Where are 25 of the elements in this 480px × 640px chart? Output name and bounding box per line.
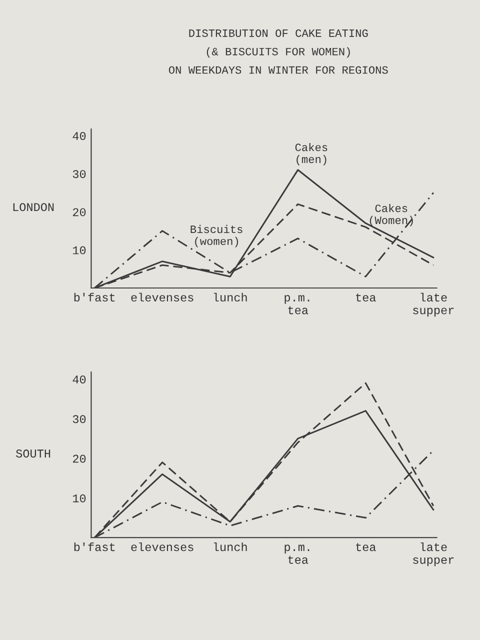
y-tick-label: 40: [72, 132, 86, 140]
chart-title: DISTRIBUTION OF CAKE EATING (& BISCUITS FOR WOMEN) ON WEEKDAYS IN WINTER FOR REGIONS: [168, 29, 388, 74]
x-tick-label: elevenses: [131, 292, 194, 302]
x-tick-label: late supper: [413, 292, 454, 317]
y-tick-label: 30: [72, 170, 86, 178]
y-tick-label: 10: [73, 246, 86, 254]
series-label: Cakes (men): [295, 143, 328, 166]
x-tick-label: p.m. tea: [284, 295, 310, 314]
x-tick-label: tea: [356, 294, 376, 302]
x-tick-label: elevenses: [131, 542, 194, 552]
y-tick-label: 20: [73, 454, 86, 463]
y-tick-label: 30: [72, 415, 86, 424]
x-tick-label: b'fast: [74, 542, 115, 552]
y-axis-title: LONDON: [13, 203, 54, 212]
x-tick-label: tea: [356, 543, 376, 552]
x-tick-label: lunch: [214, 292, 247, 302]
y-axis-title: SOUTH: [16, 450, 50, 458]
y-tick-label: 20: [73, 208, 86, 216]
x-tick-label: lunch: [214, 542, 247, 552]
x-tick-label: b'fast: [74, 292, 115, 302]
x-tick-label: late supper: [413, 542, 454, 566]
x-tick-label: p.m. tea: [284, 544, 310, 564]
y-tick-label: 40: [72, 376, 86, 384]
series-label: Biscuits (women): [190, 224, 242, 248]
y-tick-label: 10: [73, 494, 86, 502]
